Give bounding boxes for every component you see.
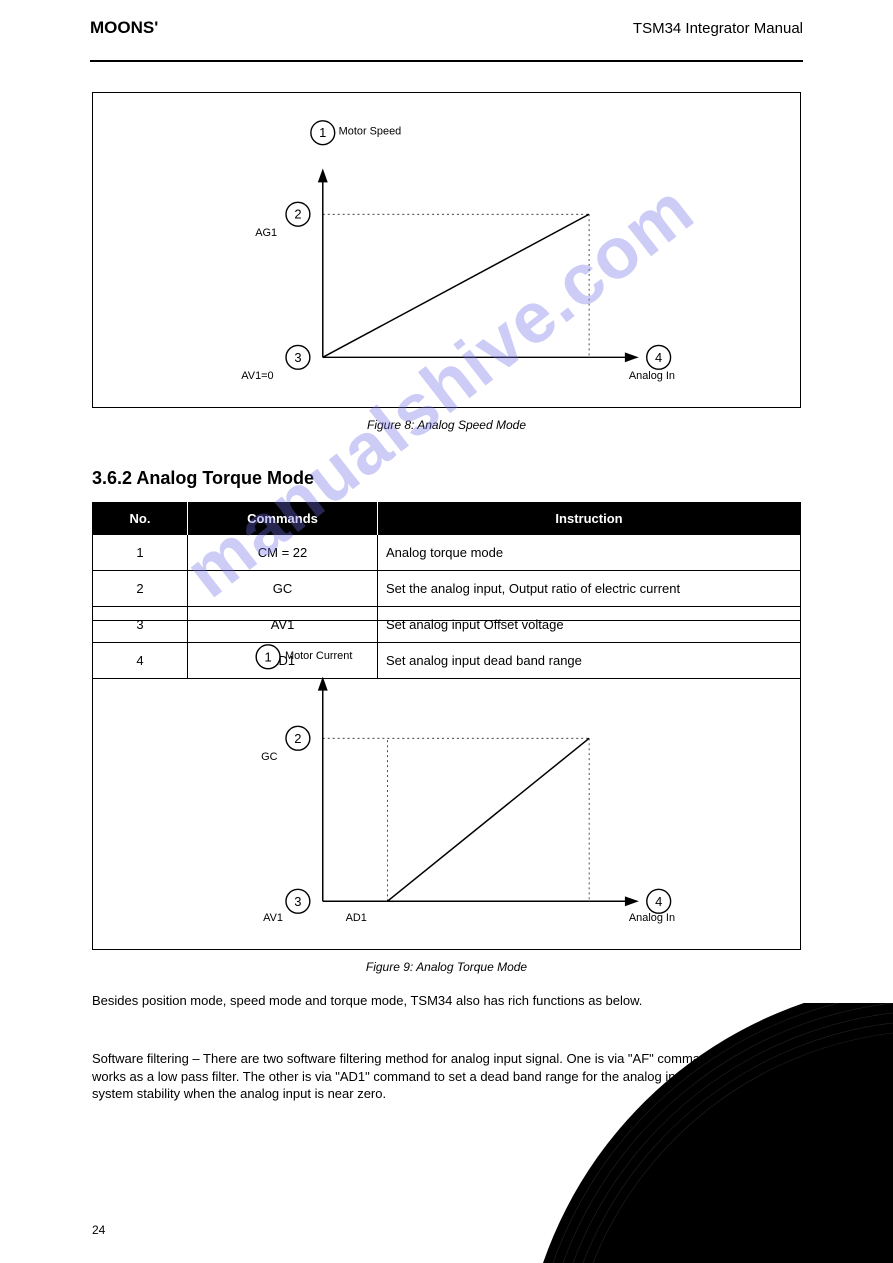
page-number: 24 — [92, 1223, 105, 1237]
svg-text:4: 4 — [655, 894, 662, 909]
svg-text:1: 1 — [264, 649, 271, 664]
svg-text:Motor Speed: Motor Speed — [339, 126, 402, 138]
th-no: No. — [93, 503, 188, 535]
svg-text:Motor Current: Motor Current — [285, 650, 352, 662]
figure2-caption: Figure 9: Analog Torque Mode — [92, 960, 801, 974]
figure1-caption: Figure 8: Analog Speed Mode — [92, 418, 801, 432]
document-title: TSM34 Integrator Manual — [633, 20, 803, 37]
svg-text:GC: GC — [261, 751, 277, 763]
table-header-row: No. Commands Instruction — [93, 503, 801, 535]
svg-text:Analog In: Analog In — [629, 370, 675, 382]
svg-text:AG1: AG1 — [255, 227, 277, 239]
svg-text:2: 2 — [294, 731, 301, 746]
svg-text:2: 2 — [294, 207, 301, 222]
cell-command: CM = 22 — [188, 535, 378, 571]
figure-analog-torque: 1 2 3 4 Motor Current GC AV1 AD1 Analog … — [92, 620, 801, 950]
cell-no: 1 — [93, 535, 188, 571]
paragraph-intro: Besides position mode, speed mode and to… — [92, 992, 801, 1010]
svg-text:Analog In: Analog In — [629, 912, 675, 924]
section-title-analog-torque: 3.6.2 Analog Torque Mode — [92, 468, 314, 489]
svg-text:3: 3 — [294, 350, 301, 365]
svg-text:1: 1 — [319, 125, 326, 140]
brand-title: MOONS' — [90, 18, 158, 38]
cell-instruction: Analog torque mode — [378, 535, 801, 571]
figure-analog-speed: 1 2 3 4 Motor Speed AG1 AV1=0 Analog In — [92, 92, 801, 408]
svg-text:3: 3 — [294, 894, 301, 909]
svg-text:AV1=0: AV1=0 — [241, 370, 273, 382]
header-rule — [90, 60, 803, 62]
paragraph-filtering: Software filtering – There are two softw… — [92, 1050, 801, 1103]
corner-decoration — [533, 1003, 893, 1263]
table-row: 1CM = 22Analog torque mode — [93, 535, 801, 571]
svg-text:AV1: AV1 — [263, 912, 283, 924]
th-commands: Commands — [188, 503, 378, 535]
svg-text:AD1: AD1 — [346, 912, 367, 924]
cell-command: GC — [188, 571, 378, 607]
th-instruction: Instruction — [378, 503, 801, 535]
svg-text:4: 4 — [655, 350, 662, 365]
table-row: 2GCSet the analog input, Output ratio of… — [93, 571, 801, 607]
cell-no: 2 — [93, 571, 188, 607]
cell-instruction: Set the analog input, Output ratio of el… — [378, 571, 801, 607]
